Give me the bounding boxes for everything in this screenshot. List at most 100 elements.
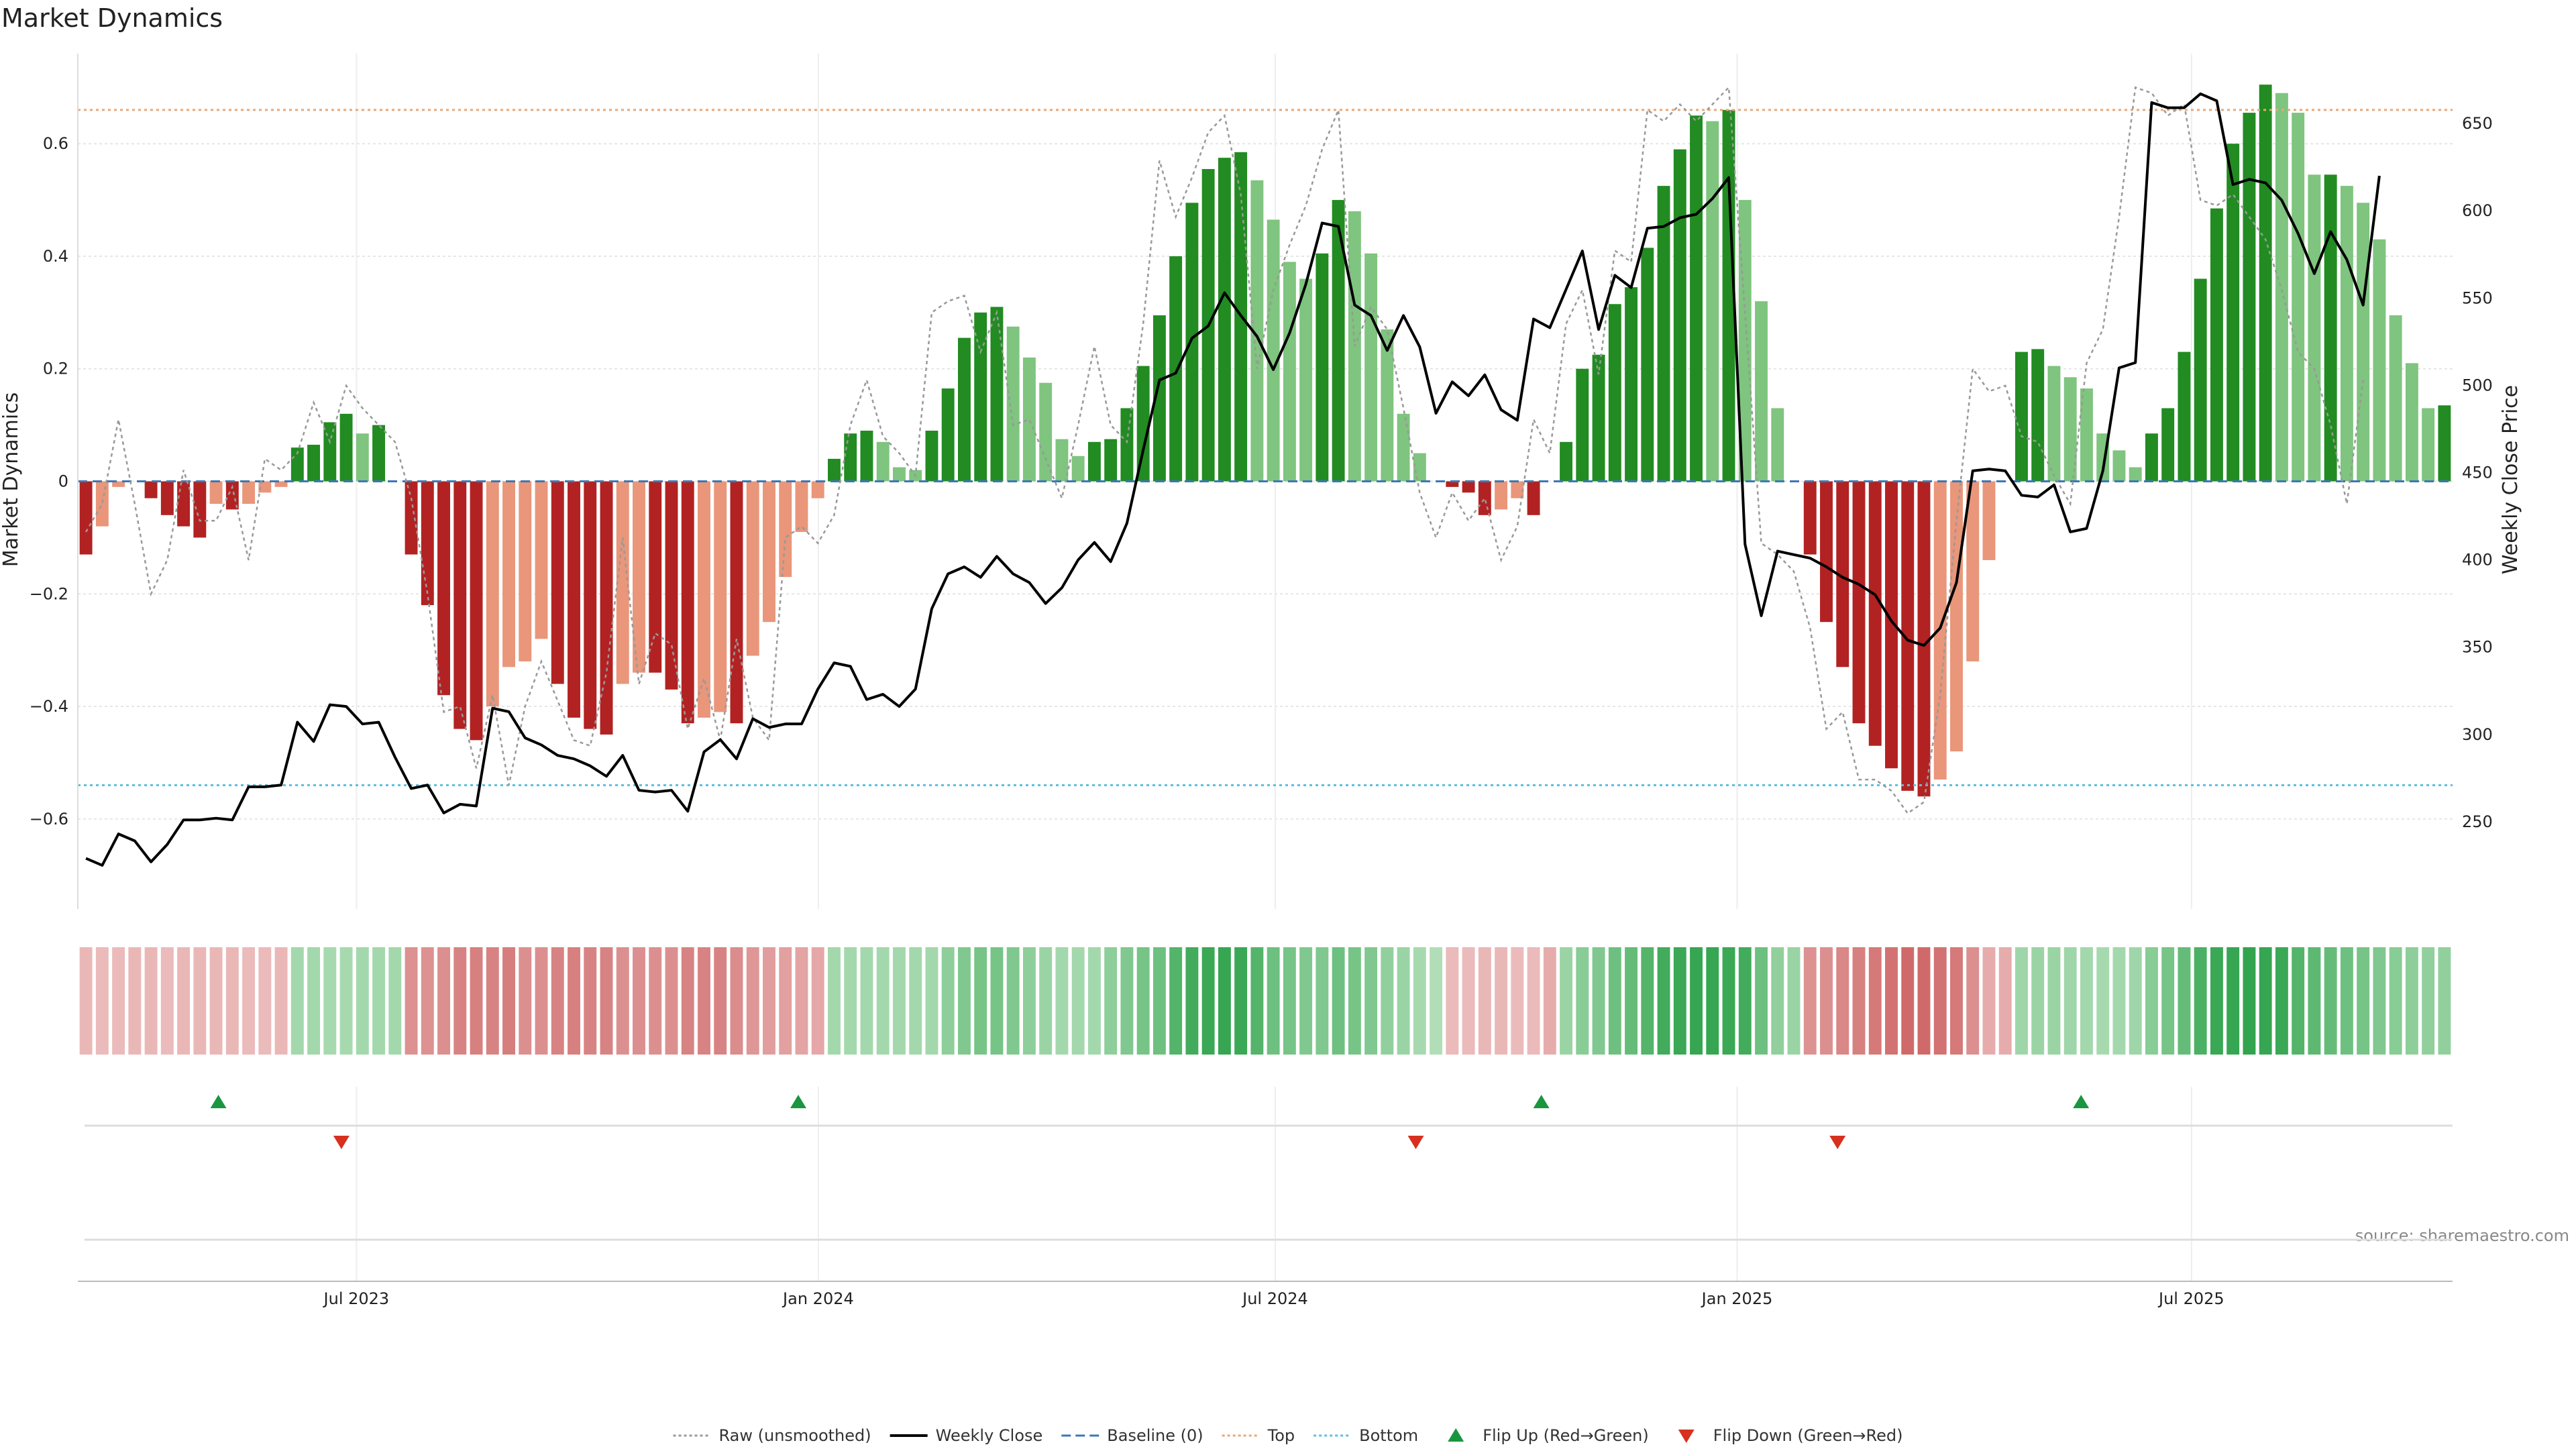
- heat-strip-cell: [1803, 947, 1817, 1055]
- dynamics-bar: [1136, 366, 1150, 482]
- dynamics-bar: [274, 481, 288, 487]
- heat-strip-cell: [2063, 947, 2077, 1055]
- heat-strip-cell: [2340, 947, 2353, 1055]
- dynamics-bar: [323, 422, 337, 482]
- heat-strip-cell: [453, 947, 467, 1055]
- heat-strip-cell: [941, 947, 955, 1055]
- heat-strip-cell: [1868, 947, 1882, 1055]
- legend-label: Flip Up (Red→Green): [1483, 1426, 1649, 1445]
- heat-strip-cell: [2275, 947, 2288, 1055]
- heat-strip-cell: [274, 947, 288, 1055]
- heat-strip-cell: [2015, 947, 2028, 1055]
- heat-strip-cell: [2161, 947, 2175, 1055]
- heat-strip-cell: [1836, 947, 1849, 1055]
- flip-markers: [210, 1095, 2090, 1149]
- dynamics-bar: [421, 481, 434, 606]
- dynamics-bar: [453, 481, 467, 729]
- heat-strip-cell: [1690, 947, 1703, 1055]
- heat-strip-cell: [1364, 947, 1378, 1055]
- heat-strip-cell: [486, 947, 499, 1055]
- heat-strip-cell: [1933, 947, 1947, 1055]
- heat-strip-cell: [1852, 947, 1866, 1055]
- dynamics-bar: [519, 481, 532, 661]
- dynamics-bar: [1738, 200, 1752, 482]
- legend-label: Weekly Close: [936, 1426, 1043, 1445]
- heat-strip-cell: [551, 947, 564, 1055]
- heat-strip-cell: [193, 947, 207, 1055]
- heat-strip-cell: [600, 947, 613, 1055]
- heat-strip-cell: [388, 947, 402, 1055]
- heat-strip-cell: [649, 947, 662, 1055]
- flip-down-marker: [333, 1136, 350, 1149]
- heat-strip-cell: [209, 947, 223, 1055]
- dynamics-bar: [1950, 481, 1963, 752]
- heat-strip-cell: [1608, 947, 1621, 1055]
- dynamics-bar: [1560, 441, 1573, 482]
- heat-strip-cell: [1998, 947, 2012, 1055]
- heat-strip-cell: [1820, 947, 1833, 1055]
- heat-strip-cell: [1527, 947, 1540, 1055]
- heat-strip-cell: [1982, 947, 1996, 1055]
- heat-strip-cell: [2243, 947, 2256, 1055]
- heat-strip-cell: [957, 947, 971, 1055]
- heat-strip-cell: [2438, 947, 2451, 1055]
- dynamics-bar: [339, 413, 353, 482]
- dynamics-bar: [1332, 200, 1345, 482]
- dynamics-bar: [1006, 326, 1020, 482]
- legend-swatch: [1448, 1428, 1464, 1442]
- dynamics-bar: [193, 481, 207, 538]
- dynamics-bar: [616, 481, 629, 684]
- dynamics-bar: [892, 467, 906, 482]
- dynamics-bar: [2292, 113, 2305, 482]
- heat-strip-cell: [1641, 947, 1654, 1055]
- heat-strip-cell: [990, 947, 1004, 1055]
- legend-label: Top: [1267, 1426, 1295, 1445]
- heat-strip-cell: [1152, 947, 1166, 1055]
- y-tick-label-left: 0.2: [43, 360, 68, 378]
- heat-strip-cell: [2324, 947, 2337, 1055]
- heat-strip-cell: [1087, 947, 1101, 1055]
- dynamics-bar: [470, 481, 483, 741]
- dynamics-bar: [1982, 481, 1996, 560]
- heat-strip-cell: [1495, 947, 1508, 1055]
- dynamics-bar: [1933, 481, 1947, 780]
- heat-strip-cell: [681, 947, 694, 1055]
- dynamics-bar: [551, 481, 564, 684]
- y-tick-label-left: −0.2: [30, 584, 68, 603]
- dynamics-bar: [1071, 455, 1085, 482]
- dynamics-bar: [1397, 413, 1410, 482]
- heat-strip-cell: [876, 947, 890, 1055]
- dynamics-bar: [307, 444, 321, 482]
- legend-label: Flip Down (Green→Red): [1713, 1426, 1903, 1445]
- y-tick-label-left: −0.6: [30, 810, 68, 828]
- heat-strip-cell: [1560, 947, 1573, 1055]
- dynamics-bar: [941, 388, 955, 482]
- heat-strip-cell: [1039, 947, 1053, 1055]
- y-tick-label-right: 250: [2462, 812, 2493, 831]
- flip-down-marker: [1829, 1136, 1846, 1149]
- heat-strip-cell: [665, 947, 678, 1055]
- heat-strip-cell: [2373, 947, 2386, 1055]
- series-lines: [78, 85, 2453, 867]
- heat-strip-cell: [1201, 947, 1215, 1055]
- dynamics-bar: [2015, 352, 2028, 482]
- dynamics-bar: [486, 481, 499, 707]
- heat-strip-cell: [1381, 947, 1394, 1055]
- legend-item: Weekly Close: [890, 1426, 1043, 1445]
- dynamics-bar: [1022, 357, 1036, 482]
- heat-strip-cell: [1299, 947, 1313, 1055]
- dynamics-bar: [177, 481, 191, 527]
- heat-strip-cell: [1136, 947, 1150, 1055]
- legend-swatch: [1678, 1430, 1695, 1443]
- legend-item: Raw (unsmoothed): [673, 1426, 871, 1445]
- y-axis-label-left: Market Dynamics: [0, 392, 23, 568]
- dynamics-bar: [372, 425, 386, 482]
- y-tick-label-left: 0.4: [43, 247, 68, 266]
- heat-strip-cell: [925, 947, 938, 1055]
- heat-strip-cell: [974, 947, 987, 1055]
- dynamics-bar: [95, 481, 109, 527]
- heat-strip-cell: [2080, 947, 2093, 1055]
- heat-strip-cell: [470, 947, 483, 1055]
- dynamics-bar: [1706, 121, 1719, 482]
- heat-strip-cell: [1950, 947, 1963, 1055]
